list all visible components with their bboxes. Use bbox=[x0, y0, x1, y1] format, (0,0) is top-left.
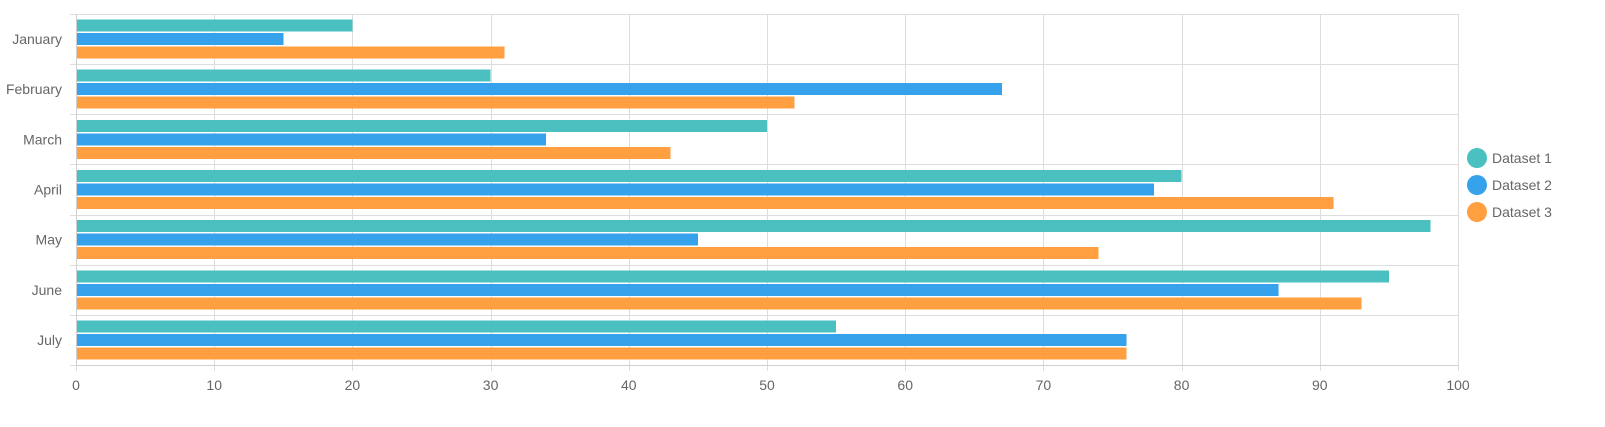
x-tick-label: 50 bbox=[759, 377, 775, 393]
bar-june-dataset-1[interactable] bbox=[76, 270, 1389, 283]
y-category-label: June bbox=[32, 282, 63, 298]
bar-march-dataset-2[interactable] bbox=[76, 133, 546, 146]
bars-layer bbox=[76, 19, 1431, 360]
y-category-label: February bbox=[6, 81, 62, 97]
bar-march-dataset-1[interactable] bbox=[76, 119, 767, 132]
axis-layer: 0 10 20 30 40 50 60 70 80 90 100 January February Mar… bbox=[6, 14, 1470, 393]
legend: Dataset 1 Dataset 2 Dataset 3 bbox=[1467, 148, 1552, 222]
legend-item-dataset-3[interactable]: Dataset 3 bbox=[1467, 202, 1552, 222]
x-tick-label: 100 bbox=[1446, 377, 1470, 393]
bar-april-dataset-3[interactable] bbox=[76, 197, 1334, 209]
y-category-label: March bbox=[23, 131, 62, 147]
bar-july-dataset-1[interactable] bbox=[76, 320, 837, 333]
y-category-label: January bbox=[12, 31, 62, 47]
legend-swatch bbox=[1467, 202, 1487, 222]
x-tick-label: 20 bbox=[345, 377, 361, 393]
x-tick-label: 90 bbox=[1312, 377, 1328, 393]
x-tick-label: 10 bbox=[206, 377, 222, 393]
y-category-label: May bbox=[36, 232, 62, 248]
legend-label: Dataset 3 bbox=[1492, 204, 1552, 220]
x-tick-label: 80 bbox=[1174, 377, 1190, 393]
bar-may-dataset-3[interactable] bbox=[76, 247, 1099, 260]
legend-swatch bbox=[1467, 148, 1487, 168]
bar-april-dataset-1[interactable] bbox=[76, 170, 1182, 182]
bar-january-dataset-2[interactable] bbox=[76, 33, 284, 46]
x-tick-label: 30 bbox=[483, 377, 499, 393]
bar-july-dataset-3[interactable] bbox=[76, 347, 1127, 360]
bar-june-dataset-2[interactable] bbox=[76, 283, 1279, 296]
bar-may-dataset-1[interactable] bbox=[76, 220, 1431, 233]
bar-february-dataset-2[interactable] bbox=[76, 83, 1002, 96]
y-category-label: April bbox=[34, 182, 62, 198]
x-tick-label: 60 bbox=[897, 377, 913, 393]
x-tick-label: 40 bbox=[621, 377, 637, 393]
x-tick-label: 70 bbox=[1036, 377, 1052, 393]
bar-february-dataset-3[interactable] bbox=[76, 96, 795, 109]
bar-january-dataset-3[interactable] bbox=[76, 46, 505, 59]
legend-item-dataset-2[interactable]: Dataset 2 bbox=[1467, 175, 1552, 195]
legend-label: Dataset 2 bbox=[1492, 177, 1552, 193]
bar-january-dataset-1[interactable] bbox=[76, 19, 353, 32]
legend-item-dataset-1[interactable]: Dataset 1 bbox=[1467, 148, 1552, 168]
bar-june-dataset-3[interactable] bbox=[76, 297, 1362, 310]
legend-label: Dataset 1 bbox=[1492, 150, 1552, 166]
bar-march-dataset-3[interactable] bbox=[76, 146, 671, 159]
bar-april-dataset-2[interactable] bbox=[76, 183, 1154, 196]
bar-february-dataset-1[interactable] bbox=[76, 69, 491, 82]
bar-july-dataset-2[interactable] bbox=[76, 333, 1127, 346]
legend-swatch bbox=[1467, 175, 1487, 195]
bar-may-dataset-2[interactable] bbox=[76, 233, 698, 246]
y-category-label: July bbox=[37, 332, 62, 348]
x-tick-label: 0 bbox=[72, 377, 80, 393]
